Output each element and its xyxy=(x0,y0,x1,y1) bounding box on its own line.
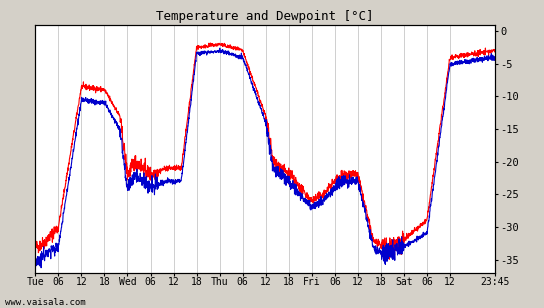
Title: Temperature and Dewpoint [°C]: Temperature and Dewpoint [°C] xyxy=(157,10,374,23)
Text: www.vaisala.com: www.vaisala.com xyxy=(5,298,86,307)
